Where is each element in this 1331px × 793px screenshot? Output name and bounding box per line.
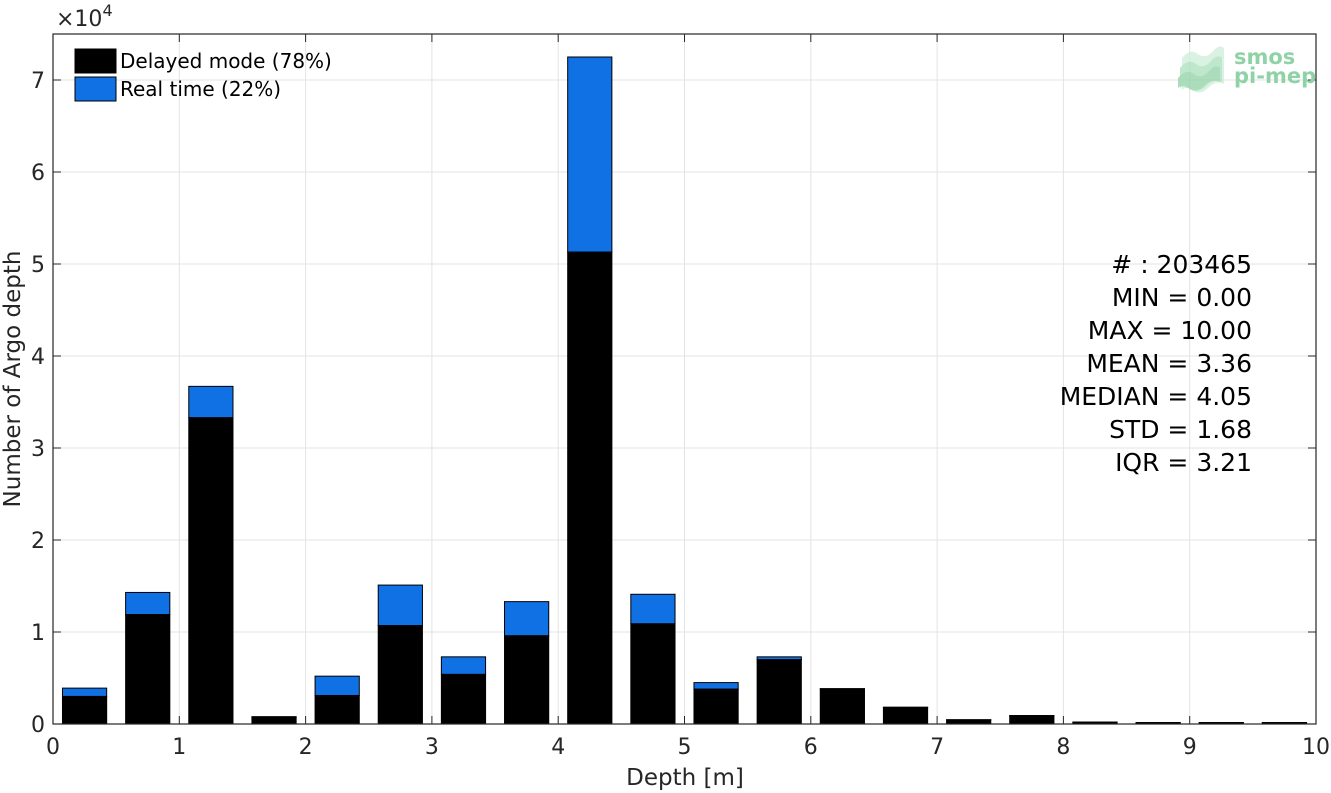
bar-delayed-mode	[756, 659, 802, 725]
x-tick-label: 0	[46, 735, 60, 760]
x-axis-label: Depth [m]	[626, 765, 744, 791]
bar-delayed-mode	[314, 694, 360, 725]
bar-real-time	[567, 56, 613, 253]
y-tick-label: 1	[31, 621, 45, 646]
bar-real-time	[251, 716, 297, 719]
logo-text-smos: smos	[1234, 45, 1295, 69]
stats-line: MEAN = 3.36	[1086, 349, 1252, 378]
bar-real-time	[756, 656, 802, 661]
x-tick-label: 4	[551, 735, 565, 760]
y-axis-label: Number of Argo depth	[0, 251, 26, 508]
y-tick-label: 5	[31, 253, 45, 278]
y-tick-label: 3	[31, 437, 45, 462]
statistics-annotation: # : 203465 MIN = 0.00 MAX = 10.00 MEAN = 3.…	[1060, 250, 1252, 477]
x-tick-label: 3	[425, 735, 439, 760]
stats-line: IQR = 3.21	[1115, 448, 1252, 477]
logo-text-pi-mep: pi-mep	[1234, 64, 1316, 88]
bar-delayed-mode	[1009, 715, 1055, 725]
bar-real-time	[125, 591, 171, 616]
bar-real-time	[188, 385, 234, 419]
grid-lines	[53, 34, 1316, 724]
legend: Delayed mode (78%) Real time (22%)	[74, 48, 332, 102]
bar-delayed-mode	[188, 417, 234, 725]
bar-real-time	[61, 687, 108, 697]
bar-real-time	[440, 656, 487, 675]
x-axis: 0 1 2 3 4 5 6 7 8 9 10	[46, 34, 1330, 760]
stats-line: # : 203465	[1111, 250, 1252, 279]
bar-delayed-mode	[882, 706, 929, 725]
x-tick-label: 2	[299, 735, 313, 760]
y-multiplier-label: ×104	[56, 1, 113, 32]
y-tick-label: 2	[31, 529, 45, 554]
x-tick-label: 7	[930, 735, 944, 760]
y-tick-label: 7	[31, 69, 45, 94]
x-tick-label: 6	[804, 735, 818, 760]
x-tick-label: 5	[678, 735, 692, 760]
bar-real-time	[314, 675, 360, 696]
bar-real-time	[377, 584, 423, 627]
bar-delayed-mode	[61, 695, 108, 725]
y-tick-label: 0	[31, 713, 45, 738]
stats-line: MIN = 0.00	[1112, 283, 1252, 312]
smos-pi-mep-logo: smos pi-mep	[1178, 45, 1316, 93]
x-tick-label: 8	[1056, 735, 1070, 760]
bar-real-time	[630, 593, 676, 625]
x-tick-label: 1	[172, 735, 186, 760]
bar-delayed-mode	[946, 719, 992, 725]
bar-delayed-mode	[377, 625, 423, 725]
x-tick-label: 10	[1302, 735, 1330, 760]
bar-delayed-mode	[819, 688, 865, 725]
x-tick-label: 9	[1183, 735, 1197, 760]
bar-delayed-mode	[567, 251, 613, 725]
bar-delayed-mode	[504, 635, 550, 725]
bar-delayed-mode	[251, 717, 297, 725]
bar-delayed-mode	[125, 614, 171, 725]
y-tick-label: 6	[31, 161, 45, 186]
bar-real-time	[693, 682, 739, 690]
legend-label-delayed: Delayed mode (78%)	[120, 49, 332, 73]
bar-delayed-mode	[630, 623, 676, 725]
bar-delayed-mode	[440, 673, 487, 725]
bar-delayed-mode	[693, 688, 739, 725]
stats-line: MAX = 10.00	[1088, 316, 1252, 345]
stats-line: STD = 1.68	[1109, 415, 1252, 444]
logo-wave-icon	[1178, 46, 1224, 93]
bar-real-time	[504, 601, 550, 637]
stats-line: MEDIAN = 4.05	[1060, 382, 1252, 411]
legend-swatch-delayed	[74, 48, 117, 74]
legend-label-realtime: Real time (22%)	[120, 77, 281, 101]
legend-swatch-realtime	[74, 76, 117, 102]
y-tick-label: 4	[31, 345, 45, 370]
y-axis: 0 1 2 3 4 5 6 7	[31, 69, 1316, 738]
bar-group	[61, 56, 1308, 725]
